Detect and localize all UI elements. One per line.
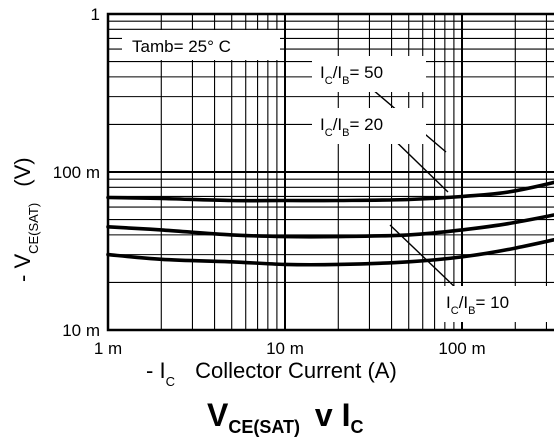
y-tick-label: 1 [91, 5, 100, 24]
chart-title: VCE(SAT) v IC [207, 397, 363, 437]
series-label-3: IC/IB= 10 [446, 293, 509, 317]
series-lines [106, 180, 554, 267]
y-axis-label: - VCE(SAT) (V) [10, 157, 41, 282]
x-axis-label: - IC Collector Current (A) [146, 358, 397, 389]
series-line-2 [106, 213, 554, 239]
leader-lines [351, 71, 459, 291]
y-tick-label: 100 m [53, 163, 100, 182]
leader-line-3 [389, 224, 459, 291]
series-label-box-2 [312, 108, 426, 144]
x-tick-label: 1 m [94, 339, 122, 358]
x-tick-label: 10 m [266, 339, 304, 358]
tamb-label: Tamb= 25° C [132, 37, 231, 56]
series-line-1 [106, 180, 554, 203]
axis-labels: - IC Collector Current (A) - VCE(SAT) (V)… [10, 157, 397, 437]
series-label-1: IC/IB= 50 [320, 63, 383, 87]
annotations: Tamb= 25° C IC/IB= 50 IC/IB= 20 IC/IB= 10 [122, 30, 550, 322]
tamb-box [122, 30, 280, 60]
x-tick-label: 100 m [438, 339, 485, 358]
y-tick-label: 10 m [62, 321, 100, 340]
series-label-2: IC/IB= 20 [320, 115, 383, 139]
plot-frame [106, 12, 554, 332]
series-line-3 [106, 237, 554, 267]
series-label-box-1 [312, 56, 426, 92]
series-label-box-3 [438, 286, 550, 322]
